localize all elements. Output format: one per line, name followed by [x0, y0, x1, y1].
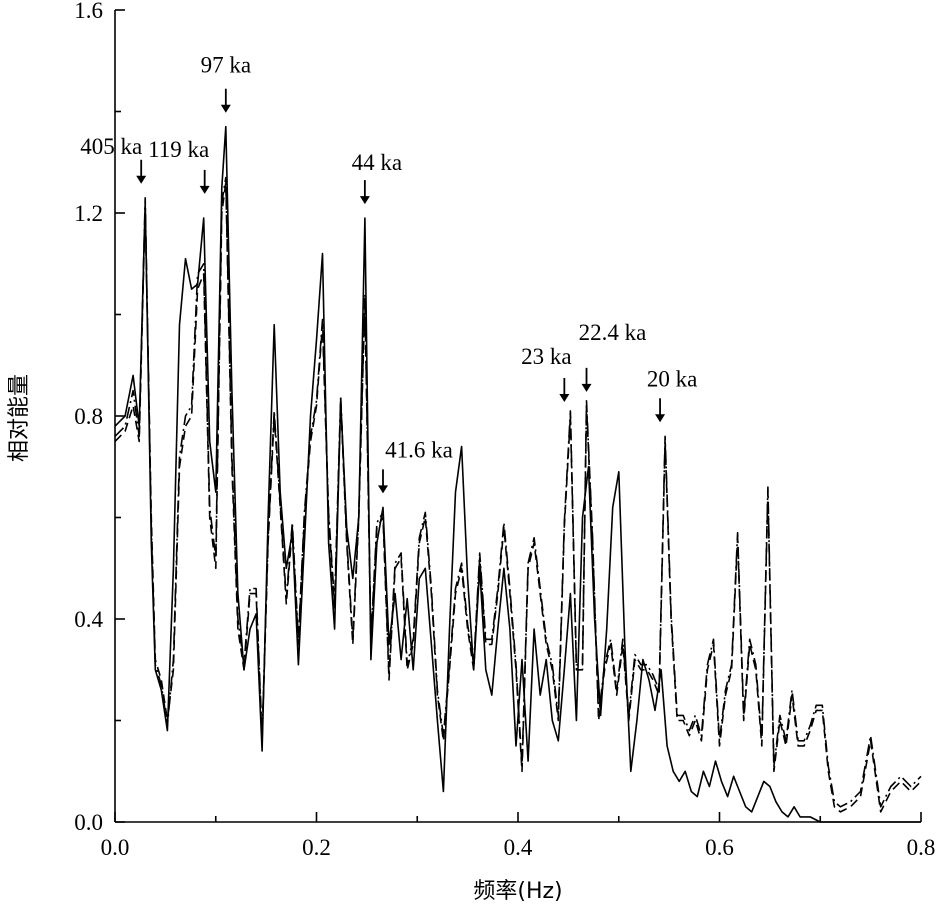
annotation-arrow-head: [199, 185, 210, 194]
y-tick-label: 1.2: [74, 201, 103, 226]
axes: 0.0 0.2 0.4 0.6 0.8 0.0 0.4 0.8 1.2 1.6: [74, 0, 935, 860]
y-tick-label: 0.0: [74, 810, 103, 835]
x-tick-label: 0.8: [907, 835, 936, 860]
annotation-arrow-head: [136, 175, 147, 184]
x-tick-label: 0.2: [302, 835, 331, 860]
x-tick-label: 0.4: [504, 835, 533, 860]
series-line-dash-dot: [114, 176, 922, 808]
annotation-arrow-head: [655, 414, 666, 423]
annotation-label: 405 ka: [80, 134, 142, 159]
annotation-label: 119 ka: [148, 137, 209, 162]
annotation-arrow-head: [377, 485, 388, 494]
series-line-solid: [114, 125, 921, 823]
x-tick-label: 0.6: [705, 835, 734, 860]
x-axis-title: 频率(Hz): [473, 879, 562, 904]
annotation-label: 20 ka: [647, 366, 697, 391]
annotation-arrow-head: [581, 383, 592, 392]
series-layer: [114, 125, 922, 823]
annotations-layer: 405 ka 119 ka 97 ka 44 ka 41.6 ka 23 ka 22.4 k…: [80, 53, 697, 494]
annotation-label: 23 ka: [521, 344, 571, 369]
annotation-label: 44 ka: [352, 150, 402, 175]
annotation-label: 97 ka: [201, 53, 251, 78]
annotation-arrow-head: [359, 196, 370, 205]
y-tick-label: 1.6: [74, 0, 103, 23]
y-tick-label: 0.8: [74, 404, 103, 429]
annotation-label: 41.6 ka: [385, 437, 453, 462]
y-tick-label: 0.4: [74, 607, 103, 632]
annotation-arrow-head: [559, 394, 570, 402]
y-axis-title: 相对能量: [7, 374, 32, 462]
annotation-label: 22.4 ka: [579, 320, 647, 345]
annotation-arrow-head: [220, 104, 231, 113]
x-tick-label: 0.0: [101, 835, 130, 860]
